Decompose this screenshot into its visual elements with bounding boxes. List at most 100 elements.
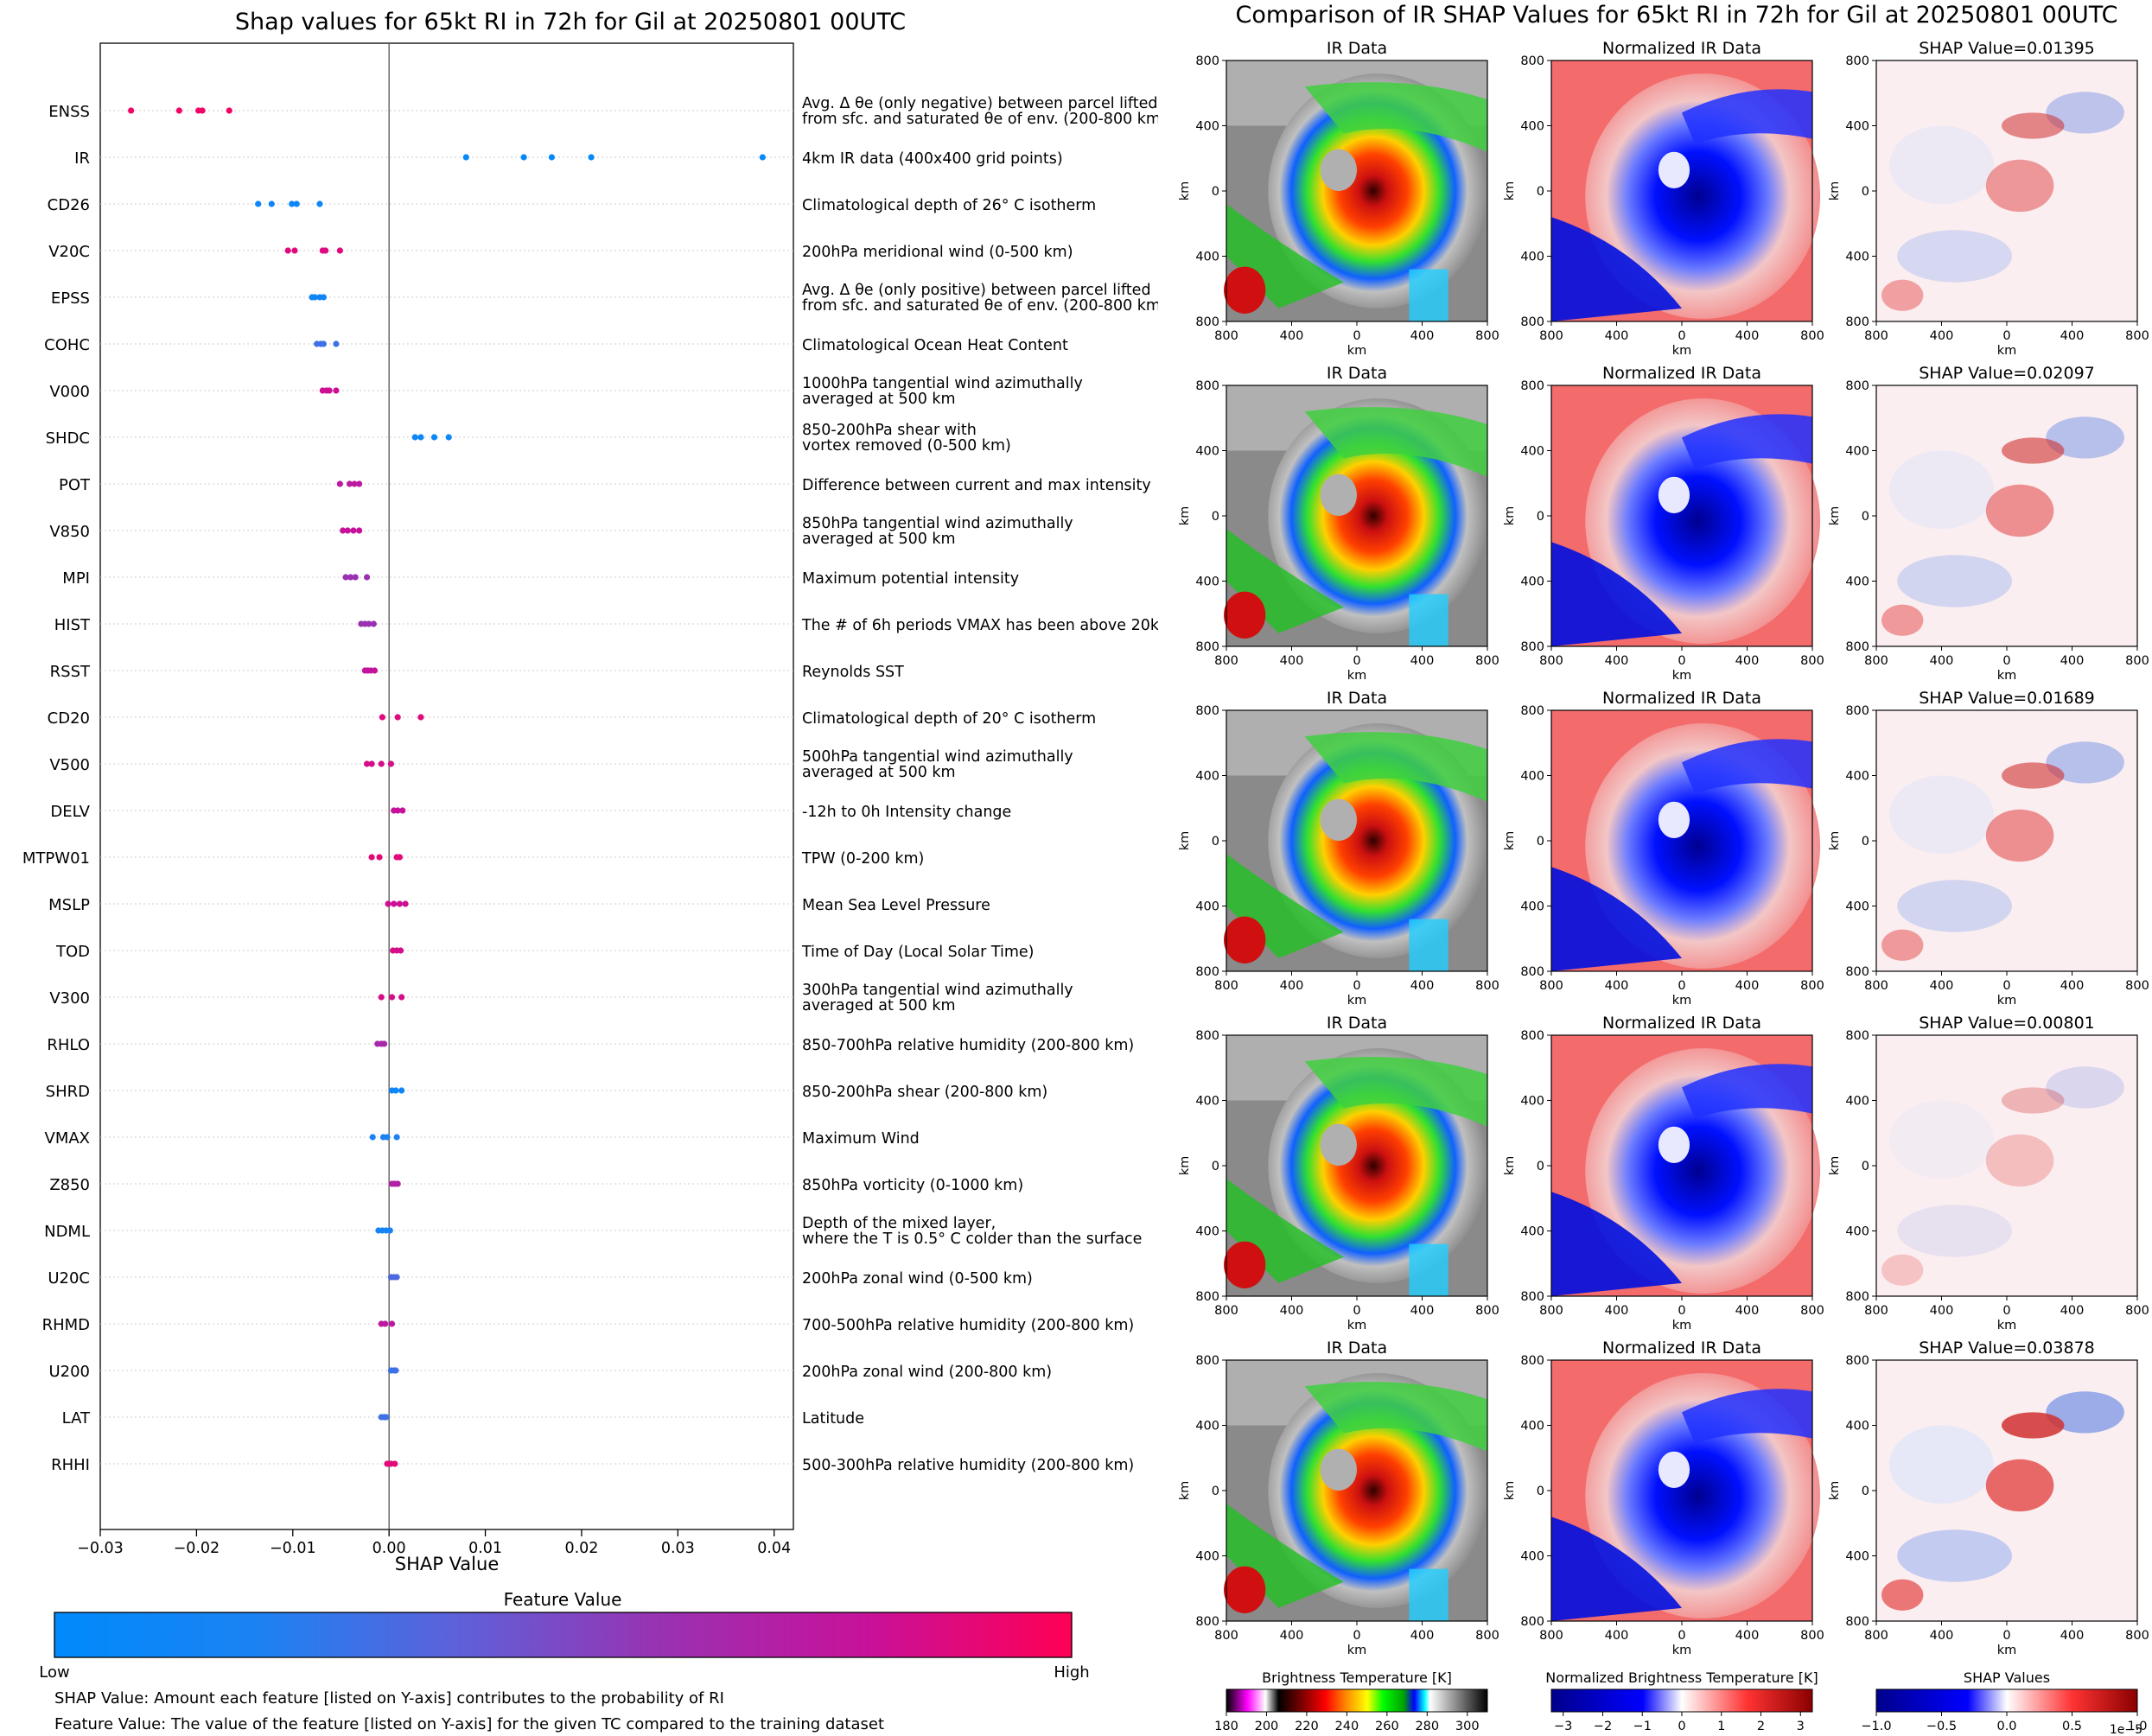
panel-xtick-label: 0 xyxy=(1353,654,1360,668)
colorbar-tick-label: −3 xyxy=(1554,1720,1572,1733)
feature-label-u200: U200 xyxy=(48,1363,90,1381)
shap-point-pot-0 xyxy=(336,480,343,487)
panel-title-r1-c0: IR Data xyxy=(1327,364,1387,383)
xtick-label-2: −0.01 xyxy=(270,1540,316,1557)
shap-point-ir-0 xyxy=(462,154,469,161)
colorbar-tick-label: 220 xyxy=(1295,1720,1319,1733)
panel-xtick-label: 800 xyxy=(2125,1629,2149,1643)
feature-desc-mslp-0: Mean Sea Level Pressure xyxy=(802,897,990,914)
feature-label-v300: V300 xyxy=(49,989,90,1008)
panel-ylabel: km xyxy=(1503,1481,1517,1501)
panel-ytick-label: 0 xyxy=(1212,835,1219,849)
panel-ytick-label: 0 xyxy=(1537,1485,1544,1498)
feature-desc-u20c-0: 200hPa zonal wind (0-500 km) xyxy=(802,1270,1033,1288)
colorbar-tick-label: 200 xyxy=(1255,1720,1279,1733)
shap-red-patch-3 xyxy=(1881,1254,1924,1286)
panel-xtick-label: 400 xyxy=(1280,1304,1304,1318)
feature-desc-rhhi-0: 500-300hPa relative humidity (200-800 km… xyxy=(802,1457,1134,1474)
ir-eye xyxy=(1320,798,1357,842)
feature-label-rhhi: RHHI xyxy=(51,1456,90,1474)
panel-xtick-label: 400 xyxy=(1735,654,1760,668)
shap-point-cd26-4 xyxy=(316,200,323,207)
panel-xtick-label: 800 xyxy=(1864,979,1888,993)
shap-point-delv-2 xyxy=(399,807,406,814)
shap-blue-patch-2 xyxy=(2046,1391,2124,1434)
shap-red-patch-1 xyxy=(1985,159,2054,213)
shap-point-delv-1 xyxy=(394,807,401,814)
feature-desc-mtpw01-0: TPW (0-200 km) xyxy=(801,850,924,868)
norm-north-band xyxy=(1682,1389,1812,1444)
panel-xtick-label: 400 xyxy=(2060,1304,2085,1318)
ir-cyan-region xyxy=(1409,269,1448,321)
shap-point-v000-3 xyxy=(333,387,340,394)
colorbar-low-label: Low xyxy=(39,1663,69,1682)
ir-north-band xyxy=(1304,82,1487,152)
ir-cyan-region xyxy=(1409,594,1448,646)
panel-r2-c2: SHAP Value=0.016898008004004000040040080… xyxy=(1828,689,2149,1008)
panel-xtick-label: 400 xyxy=(1410,329,1435,343)
norm-storm xyxy=(1585,73,1821,319)
colorbar-tick-label: 260 xyxy=(1375,1720,1399,1733)
panel-xtick-label: 800 xyxy=(1539,329,1563,343)
shap-point-v20c-4 xyxy=(336,247,343,254)
shap-point-v850-2 xyxy=(350,527,357,534)
feature-desc-enss-0: Avg. Δ θe (only negative) between parcel… xyxy=(802,95,1157,112)
shap-red-patch-1 xyxy=(1985,809,2054,862)
panel-xtick-label: 400 xyxy=(1410,654,1435,668)
panel-ytick-label: 800 xyxy=(1195,379,1219,393)
xtick-label-7: 0.04 xyxy=(757,1540,791,1557)
shap-xlabel: SHAP Value xyxy=(395,1554,500,1574)
panel-ytick-label: 0 xyxy=(1537,510,1544,524)
panel-ytick-label: 400 xyxy=(1520,1095,1544,1109)
shap-point-mtpw01-3 xyxy=(396,854,404,861)
norm-storm xyxy=(1585,398,1821,644)
panel-ytick-label: 800 xyxy=(1845,315,1869,329)
shap-point-ir-2 xyxy=(548,154,556,161)
panel-xlabel: km xyxy=(1347,1319,1367,1332)
panel-ytick-label: 400 xyxy=(1195,1095,1219,1109)
colorbar-bar-0 xyxy=(1226,1688,1488,1713)
panel-xlabel: km xyxy=(1347,344,1367,358)
feature-value-colorbar xyxy=(54,1612,1073,1658)
panel-ytick-label: 400 xyxy=(1845,251,1869,264)
panel-ytick-label: 800 xyxy=(1845,1354,1869,1368)
panel-ylabel: km xyxy=(1178,1481,1192,1501)
colorbar-tick-label: 180 xyxy=(1214,1720,1238,1733)
panel-ylabel: km xyxy=(1828,506,1842,526)
shap-point-v20c-3 xyxy=(322,247,329,254)
panel-xlabel: km xyxy=(1997,669,2017,683)
panel-ytick-label: 0 xyxy=(1212,510,1219,524)
panel-xtick-label: 400 xyxy=(1735,1629,1760,1643)
feature-desc-shdc-0: 850-200hPa shear with xyxy=(802,422,977,439)
panel-xtick-label: 800 xyxy=(1214,979,1238,993)
shap-point-lat-2 xyxy=(383,1414,390,1421)
panel-xtick-label: 0 xyxy=(2002,979,2010,993)
shap-point-shdc-2 xyxy=(430,434,438,441)
shap-point-rhmd-1 xyxy=(382,1320,389,1327)
panel-ytick-label: 400 xyxy=(1195,120,1219,134)
shap-point-cd20-2 xyxy=(417,714,424,721)
feature-desc-vmax-0: Maximum Wind xyxy=(802,1130,920,1148)
panel-ytick-label: 800 xyxy=(1845,965,1869,979)
panel-xtick-label: 0 xyxy=(2002,1304,2010,1318)
panel-xtick-label: 0 xyxy=(1678,1304,1685,1318)
panel-ylabel: km xyxy=(1828,1156,1842,1176)
panel-xtick-label: 400 xyxy=(1280,1629,1304,1643)
shap-blue-patch-2 xyxy=(2046,417,2124,459)
shap-point-mpi-2 xyxy=(352,574,359,581)
panel-ytick-label: 400 xyxy=(1845,1095,1869,1109)
panel-xtick-label: 800 xyxy=(2125,654,2149,668)
feature-label-rhmd: RHMD xyxy=(42,1316,90,1334)
panel-ytick-label: 400 xyxy=(1520,1420,1544,1434)
shap-point-enss-1 xyxy=(175,107,182,114)
norm-southwest-band xyxy=(1551,217,1682,321)
shap-point-mpi-3 xyxy=(363,574,371,581)
panel-xtick-label: 400 xyxy=(2060,654,2085,668)
shap-point-rsst-3 xyxy=(371,667,379,674)
feature-label-vmax: VMAX xyxy=(45,1129,91,1148)
colorbar-0: Brightness Temperature [K] 180 200 220 240 26… xyxy=(1214,1669,1488,1733)
feature-label-u20c: U20C xyxy=(48,1269,90,1288)
